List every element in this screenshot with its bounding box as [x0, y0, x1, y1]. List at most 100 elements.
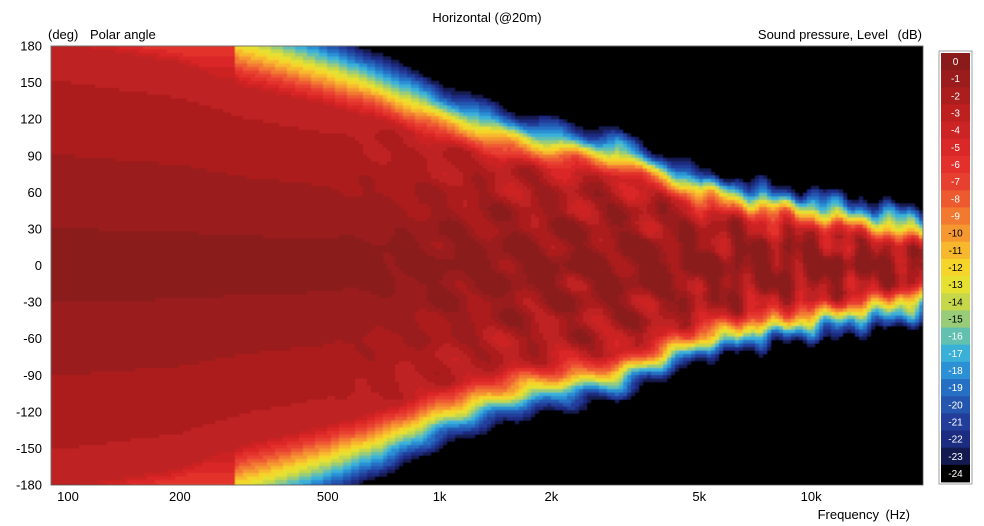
heatmap-cell [267, 95, 272, 100]
heatmap-cell [483, 105, 488, 110]
heatmap-cell [507, 70, 512, 75]
heatmap-cell [387, 60, 392, 65]
heatmap-cell [499, 88, 504, 93]
heatmap-cell [863, 88, 868, 93]
heatmap-cell [631, 77, 636, 82]
heatmap-cell [803, 67, 808, 72]
heatmap-cell [423, 123, 428, 128]
heatmap-cell [243, 105, 248, 110]
heatmap-cell [271, 81, 276, 86]
heatmap-cell [411, 109, 416, 114]
heatmap-cell [667, 102, 672, 107]
heatmap-cell [771, 112, 776, 117]
heatmap-cell [331, 98, 336, 103]
heatmap-cell [55, 123, 60, 128]
heatmap-cell [247, 105, 252, 110]
heatmap-cell [787, 53, 792, 58]
heatmap-cell [427, 116, 432, 121]
heatmap-cell [503, 81, 508, 86]
heatmap-cell [87, 91, 92, 96]
heatmap-cell [799, 105, 804, 110]
heatmap-cell [191, 88, 196, 93]
heatmap-cell [439, 49, 444, 54]
heatmap-cell [703, 123, 708, 128]
heatmap-cell [723, 123, 728, 128]
heatmap-cell [267, 84, 272, 89]
heatmap-cell [779, 46, 784, 51]
heatmap-cell [771, 77, 776, 82]
heatmap-cell [759, 81, 764, 86]
heatmap-cell [527, 95, 532, 100]
heatmap-cell [763, 116, 768, 121]
heatmap-cell [743, 49, 748, 54]
heatmap-cell [823, 112, 828, 117]
heatmap-cell [727, 53, 732, 58]
heatmap-cell [827, 102, 832, 107]
heatmap-cell [623, 63, 628, 68]
heatmap-cell [103, 123, 108, 128]
heatmap-cell [815, 91, 820, 96]
heatmap-cell [323, 102, 328, 107]
heatmap-cell [587, 119, 592, 124]
heatmap-cell [711, 67, 716, 72]
heatmap-cell [875, 56, 880, 61]
heatmap-cell [567, 74, 572, 79]
heatmap-cell [263, 88, 268, 93]
heatmap-cell [527, 49, 532, 54]
heatmap-cell [443, 49, 448, 54]
heatmap-cell [707, 123, 712, 128]
heatmap-cell [451, 91, 456, 96]
heatmap-cell [335, 84, 340, 89]
heatmap-cell [523, 88, 528, 93]
heatmap-cell [167, 46, 172, 51]
heatmap-cell [827, 88, 832, 93]
heatmap-cell [163, 123, 168, 128]
heatmap-cell [487, 116, 492, 121]
heatmap-cell [503, 56, 508, 61]
heatmap-cell [287, 67, 292, 72]
heatmap-cell [687, 74, 692, 79]
heatmap-cell [111, 98, 116, 103]
heatmap-cell [195, 67, 200, 72]
heatmap-cell [503, 67, 508, 72]
heatmap-cell [323, 84, 328, 89]
heatmap-cell [275, 46, 280, 51]
heatmap-cell [899, 84, 904, 89]
heatmap-cell [723, 49, 728, 54]
heatmap-cell [791, 102, 796, 107]
heatmap-cell [843, 70, 848, 75]
heatmap-cell [263, 49, 268, 54]
heatmap-cell [651, 98, 656, 103]
heatmap-cell [283, 116, 288, 121]
heatmap-cell [643, 56, 648, 61]
heatmap-cell [611, 84, 616, 89]
heatmap-cell [847, 112, 852, 117]
heatmap-cell [879, 56, 884, 61]
heatmap-cell [127, 60, 132, 65]
heatmap-cell [167, 49, 172, 54]
heatmap-cell [527, 102, 532, 107]
heatmap-cell [655, 123, 660, 128]
heatmap-cell [391, 67, 396, 72]
heatmap-cell [671, 77, 676, 82]
heatmap-cell [523, 98, 528, 103]
heatmap-cell [363, 77, 368, 82]
heatmap-cell [871, 88, 876, 93]
heatmap-cell [543, 70, 548, 75]
heatmap-cell [583, 119, 588, 124]
heatmap-cell [291, 46, 296, 51]
heatmap-cell [583, 91, 588, 96]
heatmap-cell [155, 109, 160, 114]
heatmap-cell [359, 91, 364, 96]
heatmap-cell [159, 91, 164, 96]
heatmap-cell [163, 112, 168, 117]
heatmap-cell [71, 109, 76, 114]
heatmap-cell [851, 77, 856, 82]
heatmap-cell [383, 116, 388, 121]
heatmap-cell [55, 109, 60, 114]
heatmap-cell [603, 88, 608, 93]
heatmap-cell [531, 49, 536, 54]
heatmap-cell [583, 70, 588, 75]
heatmap-cell [411, 91, 416, 96]
heatmap-cell [707, 105, 712, 110]
